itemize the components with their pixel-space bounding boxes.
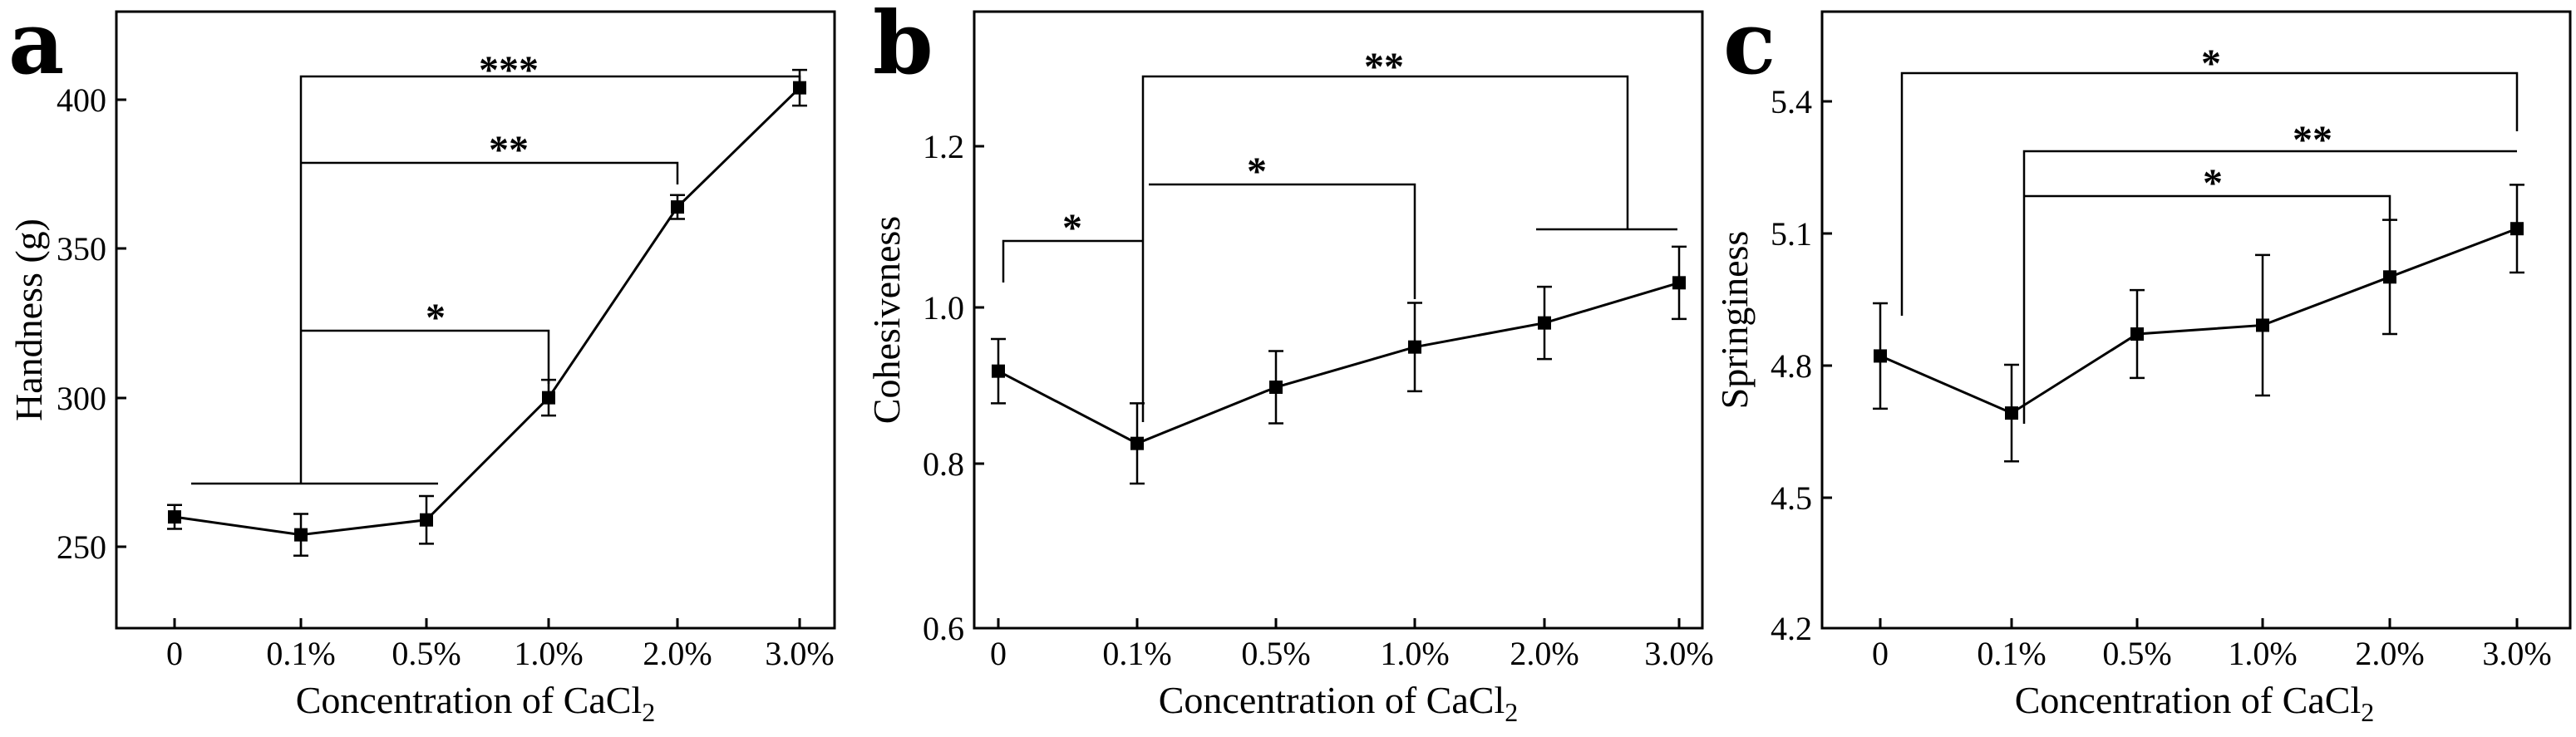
panel-c-point-0 — [1874, 349, 1887, 363]
panel-a-point-2 — [420, 513, 433, 527]
panel-c-ytick-label-1: 4.5 — [1771, 479, 1812, 517]
panel-c-ytick-label-2: 4.8 — [1771, 347, 1812, 385]
panel-b-xtick-label-5: 3.0% — [1644, 635, 1713, 672]
panel-c-bracket-2 — [2024, 194, 2391, 221]
panel-b-plot-frame — [973, 10, 1704, 630]
panel-b-point-3 — [1408, 340, 1421, 354]
panel-c-plot-frame — [1820, 10, 2572, 630]
panel-b-point-4 — [1538, 316, 1551, 330]
panel-c-xtick-label-4: 2.0% — [2355, 635, 2424, 672]
panel-b-ytick-label-2: 1.0 — [923, 289, 964, 327]
panel-c-xtick-label-5: 3.0% — [2482, 635, 2551, 672]
panel-b-series-line — [997, 281, 1680, 445]
panel-a-xtick-label-1: 0.1% — [266, 635, 335, 672]
panel-c-xlabel: Concentration of CaCl2 — [2015, 679, 2374, 727]
panel-a-bracket-1 — [301, 161, 679, 184]
panel-a-xtick-label-5: 3.0% — [765, 635, 834, 672]
panel-a-point-3 — [542, 391, 555, 405]
panel-b-ytick-label-1: 0.8 — [923, 445, 964, 483]
panel-b-xtick-label-1: 0.1% — [1102, 635, 1171, 672]
panel-a-significance: *** ** * — [191, 48, 801, 485]
panel-c-data — [1873, 184, 2524, 463]
panel-b-bracket-0 — [1002, 239, 1143, 283]
panel-c-ytick-label-4: 5.4 — [1771, 83, 1812, 120]
panel-c-bracket-0 — [1900, 71, 2519, 316]
panel-b-bracket-1 — [1141, 75, 1629, 422]
panel-c-ylabel: Springiness — [1713, 231, 1756, 410]
panel-b-xtick-label-3: 1.0% — [1380, 635, 1449, 672]
panel-a-xtick-label-4: 2.0% — [643, 635, 712, 672]
panel-c-point-2 — [2130, 327, 2144, 341]
panel-a-ytick-label-0: 250 — [57, 528, 106, 566]
panel-a-ytick-label-1: 300 — [57, 380, 106, 417]
panel-a-series-line — [174, 86, 801, 537]
panel-c-xtick-label-1: 0.1% — [1977, 635, 2046, 672]
panel-a-plot-frame — [115, 10, 836, 630]
panel-a-sig-label-0: *** — [479, 48, 539, 92]
panel-a: a Handness (g) Concentration of CaCl2 25… — [7, 0, 836, 727]
panel-b-data — [991, 245, 1687, 485]
panel-c-ytick-label-3: 5.1 — [1771, 215, 1812, 253]
panel-a-xtick-label-0: 0 — [166, 635, 183, 672]
panel-a-point-5 — [793, 81, 806, 95]
panel-c-letter: c — [1723, 0, 1776, 94]
panel-a-letter: a — [8, 0, 64, 94]
panel-c-sig-label-0: * — [2201, 42, 2221, 86]
panel-b-bracket-2 — [1149, 183, 1416, 299]
panel-a-point-1 — [294, 528, 308, 542]
panel-a-bracket-0 — [299, 75, 801, 484]
panel-a-sig-label-1: ** — [489, 128, 529, 172]
panel-b-xlabel: Concentration of CaCl2 — [1159, 679, 1518, 727]
panel-b-xtick-label-4: 2.0% — [1510, 635, 1579, 672]
panel-a-ytick-label-3: 400 — [57, 81, 106, 119]
panel-a-xtick-label-2: 0.5% — [392, 635, 461, 672]
panel-b-xtick-label-2: 0.5% — [1241, 635, 1310, 672]
panel-a-yticks: 250 300 350 400 — [57, 81, 126, 566]
panel-c-yticks: 4.2 4.5 4.8 5.1 5.4 — [1771, 83, 1832, 647]
panel-a-ytick-label-2: 350 — [57, 230, 106, 268]
panel-c-significance: * ** * — [1900, 42, 2519, 424]
panel-c-sig-label-1: ** — [2293, 118, 2332, 162]
panel-c-xticks: 0 0.1% 0.5% 1.0% 2.0% 3.0% — [1872, 618, 2552, 672]
panel-c-xtick-label-0: 0 — [1872, 635, 1889, 672]
panel-c-point-1 — [2005, 406, 2018, 420]
panel-a-ylabel: Handness (g) — [7, 219, 50, 421]
panel-a-xlabel: Concentration of CaCl2 — [296, 679, 655, 727]
panel-a-xtick-label-3: 1.0% — [514, 635, 583, 672]
panel-a-data — [167, 68, 807, 558]
panel-b-sig-label-1: ** — [1364, 45, 1404, 89]
panel-c-series-line — [1879, 227, 2518, 415]
panel-b-point-0 — [992, 364, 1005, 378]
panel-a-xticks: 0 0.1% 0.5% 1.0% 2.0% 3.0% — [166, 618, 835, 672]
panel-c-bracket-1 — [2022, 150, 2517, 424]
panel-b-xticks: 0 0.1% 0.5% 1.0% 2.0% 3.0% — [990, 618, 1714, 672]
panel-b-yticks: 0.6 0.8 1.0 1.2 — [923, 128, 984, 647]
panel-c-point-4 — [2383, 270, 2396, 284]
panel-b-point-1 — [1130, 436, 1144, 450]
panel-b-ytick-label-0: 0.6 — [923, 610, 964, 647]
panel-c-point-5 — [2510, 222, 2524, 236]
panel-c-point-3 — [2256, 318, 2269, 332]
panel-a-bracket-2 — [301, 329, 550, 384]
panel-b-xtick-label-0: 0 — [990, 635, 1007, 672]
panel-a-point-0 — [168, 510, 181, 524]
panel-b-letter: b — [873, 0, 933, 94]
panel-a-sig-label-2: * — [426, 296, 446, 340]
panel-c-ytick-label-0: 4.2 — [1771, 610, 1812, 647]
panel-b-significance: * ** * — [1002, 45, 1677, 422]
panel-b-ytick-label-3: 1.2 — [923, 128, 964, 165]
panel-b-sig-label-0: * — [1062, 206, 1082, 250]
panel-b-ylabel: Cohesiveness — [865, 216, 908, 424]
panel-b: b Cohesiveness Concentration of CaCl2 0.… — [865, 0, 1714, 727]
panel-b-sig-label-2: * — [1247, 150, 1267, 194]
panel-c-xtick-label-3: 1.0% — [2228, 635, 2297, 672]
panel-a-point-4 — [671, 200, 684, 214]
panel-c-sig-label-2: * — [2203, 161, 2223, 205]
panel-c: c Springiness Concentration of CaCl2 4.2… — [1713, 0, 2572, 727]
panel-c-xtick-label-2: 0.5% — [2102, 635, 2171, 672]
panel-b-point-5 — [1672, 276, 1686, 290]
panel-b-point-2 — [1269, 381, 1283, 394]
